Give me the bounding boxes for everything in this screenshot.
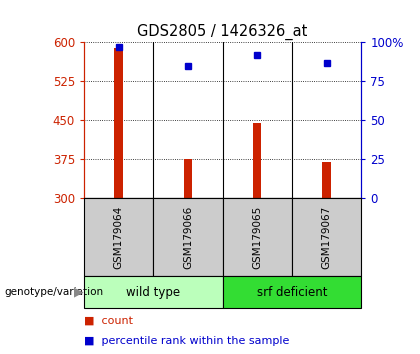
Bar <box>153 198 223 276</box>
Bar <box>253 123 261 198</box>
Text: srf deficient: srf deficient <box>257 286 327 298</box>
Bar <box>84 276 223 308</box>
Bar <box>223 276 361 308</box>
Text: ▶: ▶ <box>74 286 83 298</box>
Bar <box>223 198 292 276</box>
Text: wild type: wild type <box>126 286 180 298</box>
Text: GSM179066: GSM179066 <box>183 206 193 269</box>
Bar <box>323 162 331 198</box>
Bar <box>184 159 192 198</box>
Bar <box>84 198 153 276</box>
Title: GDS2805 / 1426326_at: GDS2805 / 1426326_at <box>137 23 308 40</box>
Text: genotype/variation: genotype/variation <box>4 287 103 297</box>
Text: ■  percentile rank within the sample: ■ percentile rank within the sample <box>84 336 289 346</box>
Text: GSM179064: GSM179064 <box>114 206 123 269</box>
Bar <box>292 198 361 276</box>
Text: GSM179067: GSM179067 <box>322 206 331 269</box>
Text: ■  count: ■ count <box>84 315 133 325</box>
Text: GSM179065: GSM179065 <box>252 206 262 269</box>
Bar <box>115 48 123 198</box>
